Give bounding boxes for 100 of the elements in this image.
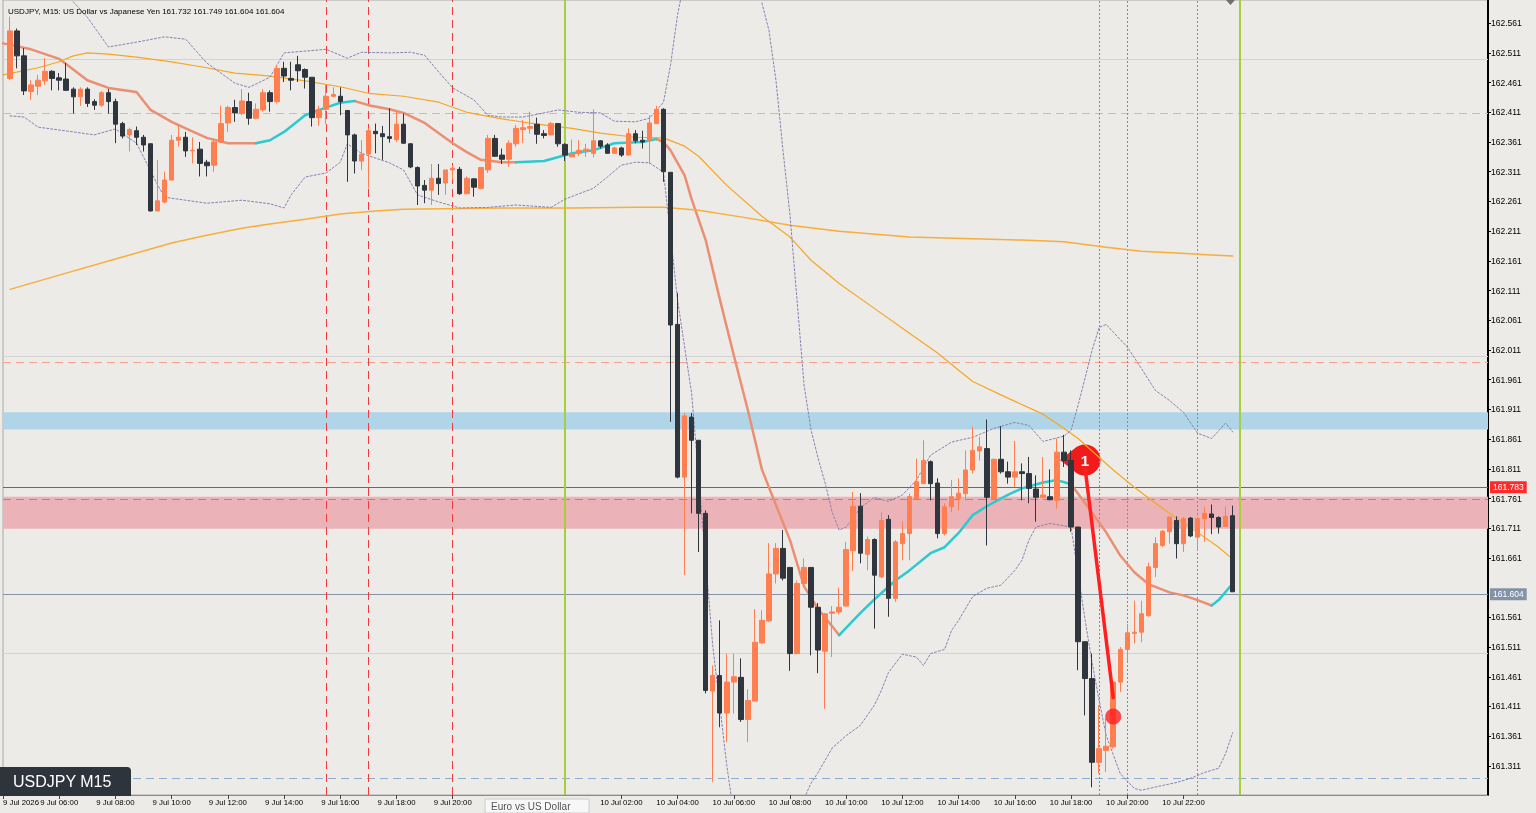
candlestick: [977, 436, 982, 461]
candlestick: [710, 664, 715, 783]
y-tick-label: 162.461: [1491, 77, 1522, 88]
candlestick: [443, 169, 448, 196]
y-tick-label: 161.961: [1491, 374, 1522, 385]
candlestick: [654, 105, 659, 125]
y-tick-label: 161.561: [1491, 612, 1522, 623]
candlestick: [1125, 623, 1130, 663]
candlestick: [858, 492, 863, 564]
candlestick: [963, 449, 968, 501]
candlestick: [274, 64, 280, 104]
candlestick: [1223, 505, 1228, 528]
candlestick: [113, 98, 118, 144]
y-tick-label: 161.361: [1491, 731, 1522, 742]
y-tick-label: 162.011: [1491, 344, 1522, 355]
candlestick: [1146, 562, 1151, 618]
candlestick: [1054, 438, 1060, 510]
candlestick: [78, 86, 83, 107]
candlestick: [949, 479, 954, 513]
candlestick: [717, 619, 722, 728]
candlestick: [682, 412, 687, 576]
candlestick: [134, 126, 139, 146]
candlestick: [1216, 515, 1221, 535]
candlestick: [1132, 600, 1137, 644]
candlestick: [345, 109, 350, 183]
candlestick: [1181, 516, 1186, 553]
y-tick-label: 162.411: [1491, 107, 1522, 118]
y-tick-label: 161.311: [1491, 760, 1522, 771]
candlestick: [155, 159, 160, 213]
candlestick: [668, 171, 673, 423]
candlestick: [1195, 516, 1200, 552]
candlestick: [640, 130, 645, 150]
candlestick: [92, 98, 97, 111]
candlestick: [591, 108, 596, 158]
candlestick: [359, 139, 364, 171]
candlestick: [1047, 468, 1053, 501]
candlestick: [1209, 503, 1214, 535]
candlestick: [612, 146, 617, 155]
candlestick: [1230, 505, 1235, 593]
ref-line-label: 161.783: [1493, 482, 1524, 493]
candlestick: [921, 439, 926, 485]
candlestick: [1012, 440, 1018, 488]
candlestick: [555, 122, 561, 148]
candlestick: [183, 131, 188, 158]
y-tick-label: 161.911: [1491, 404, 1522, 415]
candlestick: [352, 133, 357, 174]
candlestick: [1174, 515, 1179, 560]
candlestick: [1160, 529, 1165, 548]
candlestick: [401, 112, 406, 145]
candlestick: [696, 439, 701, 553]
candlestick: [1188, 516, 1193, 538]
y-tick-label: 161.861: [1491, 434, 1522, 445]
annotation: 1: [1080, 451, 1090, 469]
candlestick: [169, 134, 174, 181]
y-tick-label: 162.061: [1491, 315, 1522, 326]
y-tick-label: 162.161: [1491, 255, 1522, 266]
text: Euro vs US Dollar: [491, 800, 572, 812]
candlestick: [106, 88, 111, 114]
candlestick: [942, 502, 947, 536]
candlestick: [633, 129, 638, 144]
y-tick-label: 162.511: [1491, 47, 1522, 58]
candlestick: [907, 493, 912, 561]
ref-line-label: 161.604: [1493, 589, 1524, 600]
candlestick: [232, 99, 238, 123]
candlestick: [1167, 515, 1172, 545]
candlestick: [661, 107, 666, 183]
candlestick: [71, 86, 76, 114]
candlestick: [7, 16, 13, 81]
candlestick: [619, 146, 624, 158]
candlestick: [141, 134, 146, 153]
candlestick: [422, 179, 427, 204]
candlestick: [267, 89, 273, 113]
candlestick: [1040, 456, 1046, 500]
candlestick: [464, 175, 470, 195]
candlestick: [984, 418, 990, 546]
y-tick-label: 161.461: [1491, 671, 1522, 682]
candlestick: [85, 86, 90, 108]
candlestick: [935, 477, 940, 539]
candlestick: [457, 166, 462, 196]
candlestick: [471, 177, 477, 198]
candlestick: [190, 136, 195, 164]
candlestick: [872, 537, 877, 630]
candlestick: [865, 536, 870, 571]
candlestick: [703, 509, 708, 694]
candlestick: [598, 139, 603, 150]
candlestick: [1202, 506, 1207, 543]
candlestick: [246, 92, 252, 126]
y-tick-label: 161.411: [1491, 701, 1522, 712]
text: USDJPY, M15: US Dollar vs Japanese Yen 161.732 161.749 161.604 161.604: [8, 6, 286, 16]
candlestick: [956, 477, 961, 511]
candlestick: [436, 163, 441, 196]
y-tick-label: 161.811: [1491, 463, 1522, 474]
y-tick-label: 161.761: [1491, 493, 1522, 504]
candlestick: [176, 123, 181, 148]
candlestick: [991, 458, 997, 501]
candlestick: [415, 165, 420, 206]
candlestick: [281, 61, 287, 83]
candlestick: [1118, 646, 1123, 693]
candlestick: [387, 107, 392, 144]
candlestick: [288, 61, 294, 91]
